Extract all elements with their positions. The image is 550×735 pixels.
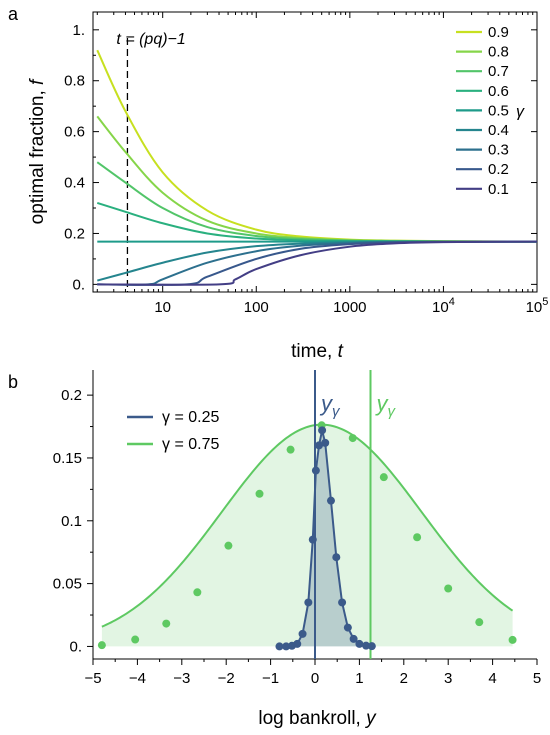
panel-b-vline-label: yγ [375,391,397,420]
panel-a-legend-label: 0.4 [488,122,509,139]
panel-b-point-gamma-025 [318,426,327,435]
panel-b-point-gamma-075 [475,618,484,627]
panel-b-y-tick-label: 0.15 [53,450,82,467]
panel-b-point-gamma-025 [338,598,347,607]
panel-b-point-gamma-025 [332,553,341,562]
panel-b-point-gamma-075 [379,473,388,482]
panel-a-legend-title: γ [516,103,525,120]
panel-b-point-gamma-025 [293,639,302,648]
panel-b-point-gamma-025 [343,623,352,632]
panel-b-point-gamma-025 [321,438,330,447]
panel-b-x-tick-label: −2 [218,670,235,687]
panel-b-point-gamma-025 [314,441,323,450]
panel-b-point-gamma-025 [355,639,364,648]
panel-b-point-gamma-025 [311,466,320,475]
panel-b-vline-label: yγ [319,391,341,420]
panel-b-y-tick-label: 0.1 [61,513,82,530]
panel-a-legend-label: 0.8 [488,44,509,61]
panel-a-y-tick-label: 0. [72,276,85,293]
panel-a-legend-label: 0.9 [488,24,509,41]
panel-a-x-tick-label: 1000 [333,299,366,316]
panel-b-x-tick-label: 3 [444,670,452,687]
panel-b-x-tick-label: 4 [488,670,496,687]
panel-b-point-gamma-025 [282,642,291,651]
panel-b-x-tick-label: 1 [355,670,363,687]
panel-b-x-tick-label: 5 [533,670,541,687]
panel-b-point-gamma-075 [444,584,453,593]
panel-b-point-gamma-075 [413,533,422,542]
panel-a-y-tick-label: 1. [72,22,85,39]
panel-b-point-gamma-075 [286,445,295,454]
panel-a-y-tick-label: 0.2 [64,225,85,242]
panel-a-legend-label: 0.1 [488,181,509,198]
panel-b-x-tick-label: −1 [262,670,279,687]
panel-b-point-gamma-025 [326,496,335,505]
panel-b-point-gamma-025 [308,535,317,544]
panel-b-y-tick-label: 0.05 [53,576,82,593]
panel-b-legend-label: γ = 0.25 [162,409,219,426]
panel-b-point-gamma-075 [97,641,106,650]
panel-b-series-fill-gamma-075 [101,424,513,647]
panel-a-x-axis-label: time, t [291,341,343,362]
panel-a-y-tick-label: 0.8 [64,73,85,90]
panel-a-series-line-0.1 [97,240,538,286]
panel-b-series-line-gamma-075 [101,423,514,628]
panel-b-x-tick-label: 0 [311,670,319,687]
panel-b-y-tick-label: 0. [69,638,82,655]
panel-b-y-tick-label: 0.2 [61,387,82,404]
panel-b-point-gamma-075 [508,635,517,644]
panel-b-x-axis-label: log bankroll, y [258,708,377,729]
panel-a-legend-label: 0.2 [488,161,509,178]
panel-b-point-gamma-025 [298,629,307,638]
panel-a-vline-label: t = (pq)−1 [116,31,185,48]
panel-b-point-gamma-075 [162,619,171,628]
panel-a-legend-label: 0.3 [488,142,509,159]
panel-b-x-tick-label: 2 [400,670,408,687]
panel-b-legend-label: γ = 0.75 [162,436,219,453]
panel-b-point-gamma-075 [193,588,202,597]
panel-b-point-gamma-025 [275,642,284,651]
panel-a-y-tick-label: 0.6 [64,124,85,141]
panel-b-point-gamma-075 [224,541,233,550]
panel-b-point-gamma-025 [304,598,313,607]
panel-b-x-tick-label: −5 [84,670,101,687]
panel-a-legend-label: 0.6 [488,83,509,100]
panel-b-point-gamma-075 [348,434,357,443]
panel-a-label: a [8,4,19,24]
panel-b-x-tick-label: −4 [129,670,146,687]
panel-a-x-tick-label: 100 [244,299,269,316]
panel-b-point-gamma-075 [255,489,264,498]
panel-a-x-tick-label: 10 [154,299,171,316]
panel-b-point-gamma-025 [367,642,376,651]
panel-b-point-gamma-075 [131,635,140,644]
panel-b-label: b [8,372,18,392]
panel-a-y-tick-label: 0.4 [64,175,85,192]
panel-a-x-tick-label: 105 [526,296,549,316]
panel-b-point-gamma-025 [362,641,371,650]
panel-b-x-tick-label: −3 [173,670,190,687]
panel-a-frame [92,11,538,293]
panel-a-series-line-0.9 [96,49,538,243]
panel-a-x-tick-label: 104 [432,296,455,316]
panel-a-y-axis-label: optimal fraction, f [27,78,48,224]
panel-b-point-gamma-025 [349,634,358,643]
panel-b-series-fill-gamma-025 [279,430,372,647]
panel-a-legend-label: 0.7 [488,63,509,80]
panel-a-legend-label: 0.5 [488,102,509,119]
